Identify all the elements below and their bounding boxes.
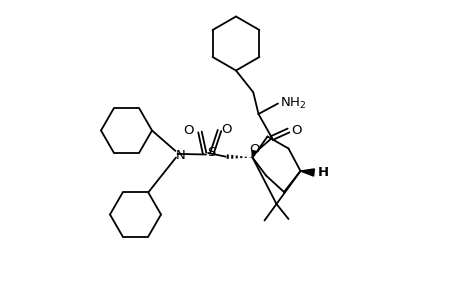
Text: O: O <box>220 122 231 136</box>
Polygon shape <box>300 169 313 176</box>
Text: H: H <box>317 166 328 179</box>
Text: S: S <box>207 146 215 159</box>
Text: O: O <box>248 143 259 156</box>
Polygon shape <box>252 150 256 158</box>
Text: O: O <box>183 124 194 137</box>
Text: NH$_2$: NH$_2$ <box>279 96 305 111</box>
Text: N: N <box>175 148 185 162</box>
Text: O: O <box>290 124 301 137</box>
